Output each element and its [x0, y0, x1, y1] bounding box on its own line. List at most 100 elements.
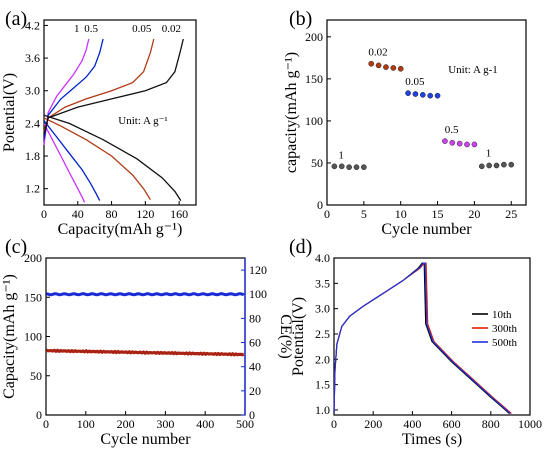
y-tick-label: 200 — [305, 30, 323, 44]
x-tick-label: 0 — [324, 207, 330, 221]
y-tick-label: 0 — [317, 198, 323, 212]
x-tick-label: 120 — [136, 207, 154, 221]
x-axis-label: Cycle number — [381, 221, 472, 238]
y-tick-label: 2.0 — [315, 352, 330, 366]
data-point — [361, 164, 367, 170]
x-tick-label: 500 — [236, 417, 254, 431]
plot-frame — [43, 19, 197, 206]
x-tick-label: 15 — [432, 207, 444, 221]
panel-3: 0 200 400 600 800 1000 1.0 1.5 2.0 2.5 3.0 3.5 4.0 Ti… — [289, 236, 542, 448]
data-point — [412, 91, 419, 97]
panel-label: (d) — [289, 236, 312, 258]
rate-label: 0.05 — [405, 76, 425, 88]
data-point — [375, 62, 382, 69]
rate-label: 0.05 — [132, 23, 152, 35]
y-tick-label: 1.5 — [315, 378, 330, 392]
data-point — [338, 163, 345, 170]
discharge-curve-0.02 — [43, 114, 182, 201]
data-point — [397, 65, 404, 72]
y-tick-label: 150 — [305, 72, 323, 86]
y-tick-label: 2.4 — [25, 116, 40, 130]
y-tick-label: 4.0 — [315, 251, 330, 265]
y-tick-label: 1.8 — [25, 149, 40, 163]
y-axis-label: Potential(V) — [290, 297, 307, 376]
x-axis-label: Times (s) — [402, 431, 462, 448]
ce-series — [46, 292, 245, 297]
data-point — [493, 162, 500, 169]
y-tick-label: 3.0 — [315, 302, 330, 316]
x-tick-label: 20 — [468, 207, 480, 221]
y-tick-label: 0 — [36, 408, 42, 422]
right-y-tick-label: 20 — [249, 384, 261, 398]
data-point — [390, 65, 397, 71]
panel-label: (a) — [5, 8, 27, 30]
x-tick-label: 0 — [41, 207, 47, 221]
y-tick-label: 3.6 — [25, 51, 40, 65]
x-tick-label: 400 — [196, 417, 214, 431]
x-axis-label: Cycle number — [100, 431, 191, 448]
capacity-series — [45, 348, 245, 357]
data-point — [420, 92, 426, 98]
data-point — [405, 90, 411, 96]
charge-curve-0.02 — [43, 38, 184, 135]
x-tick-label: 1000 — [518, 417, 542, 431]
charge-curve-1 — [43, 38, 90, 146]
cycle-curve-500th — [333, 262, 511, 414]
y-tick-label: 1.0 — [315, 403, 330, 417]
right-y-tick-label: 60 — [249, 336, 261, 350]
plot-frame — [333, 257, 531, 416]
x-tick-label: 300 — [156, 417, 174, 431]
plot-frame — [326, 19, 527, 206]
data-point — [478, 163, 485, 170]
rate-label: 1 — [338, 149, 344, 161]
data-point — [346, 164, 352, 170]
legend-label: 10th — [492, 309, 512, 321]
x-tick-label: 200 — [117, 417, 135, 431]
panel-label: (b) — [289, 8, 312, 30]
rate-label: 1 — [74, 23, 80, 35]
x-tick-label: 10 — [395, 207, 407, 221]
charge-curve-0.5 — [43, 38, 104, 140]
data-point — [464, 141, 470, 148]
right-y-tick-label: 0 — [249, 408, 255, 422]
data-point — [434, 92, 441, 99]
panel-label: (c) — [5, 236, 27, 258]
legend-label: 500th — [492, 337, 518, 349]
legend-label: 300th — [492, 323, 518, 335]
data-point — [456, 140, 463, 147]
rate-label: 0.5 — [84, 23, 98, 35]
y-tick-label: 4.2 — [25, 18, 40, 32]
x-tick-label: 0 — [43, 417, 49, 431]
charge-curve-0.05 — [43, 38, 155, 132]
y-tick-label: 3.0 — [25, 84, 40, 98]
y-tick-label: 100 — [305, 114, 323, 128]
plot-frame — [45, 257, 246, 416]
x-tick-label: 160 — [170, 207, 188, 221]
right-y-tick-label: 120 — [249, 263, 267, 277]
right-y-tick-label: 100 — [249, 287, 267, 301]
data-point — [442, 138, 448, 144]
data-point — [368, 60, 375, 67]
x-tick-label: 600 — [443, 417, 461, 431]
x-tick-label: 200 — [364, 417, 382, 431]
y-tick-label: 200 — [24, 251, 42, 265]
x-tick-label: 25 — [505, 207, 517, 221]
cycle-curve-10th — [333, 262, 510, 414]
x-tick-label: 5 — [361, 207, 367, 221]
unit-annotation: Unit: A g-1 — [448, 64, 498, 76]
y-tick-label: 100 — [24, 330, 42, 344]
y-axis-label: Potential(V) — [1, 73, 18, 152]
data-point — [486, 162, 492, 169]
right-y-tick-label: 40 — [249, 360, 261, 374]
right-y-tick-label: 80 — [249, 311, 261, 325]
x-tick-label: 80 — [106, 207, 118, 221]
rate-label: 0.5 — [445, 124, 459, 136]
x-tick-label: 0 — [331, 417, 337, 431]
x-tick-label: 800 — [482, 417, 500, 431]
unit-annotation: Unit: A g⁻¹ — [118, 115, 167, 127]
x-tick-label: 400 — [403, 417, 421, 431]
y-tick-label: 50 — [311, 156, 323, 170]
data-point — [471, 141, 478, 148]
rate-label: 1 — [486, 148, 492, 160]
